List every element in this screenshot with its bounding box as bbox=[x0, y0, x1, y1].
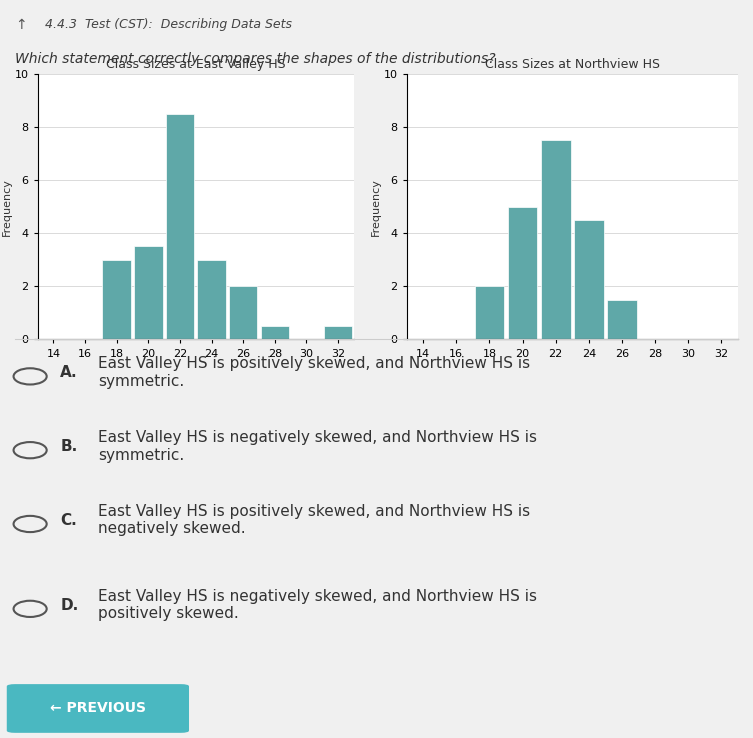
Title: Class Sizes at Northview HS: Class Sizes at Northview HS bbox=[485, 58, 660, 72]
Bar bbox=[324, 326, 352, 339]
Bar bbox=[261, 326, 289, 339]
Text: ← PREVIOUS: ← PREVIOUS bbox=[50, 702, 146, 715]
Bar bbox=[508, 207, 538, 339]
Bar bbox=[134, 246, 163, 339]
Bar bbox=[541, 140, 571, 339]
Bar bbox=[166, 114, 194, 339]
Bar bbox=[197, 260, 226, 339]
Text: East Valley HS is positively skewed, and Northview HS is
symmetric.: East Valley HS is positively skewed, and… bbox=[98, 356, 530, 389]
Bar bbox=[229, 286, 258, 339]
Text: East Valley HS is positively skewed, and Northview HS is
negatively skewed.: East Valley HS is positively skewed, and… bbox=[98, 504, 530, 537]
Text: C.: C. bbox=[60, 513, 77, 528]
Text: 4.4.3  Test (CST):  Describing Data Sets: 4.4.3 Test (CST): Describing Data Sets bbox=[45, 18, 292, 32]
Bar bbox=[574, 220, 604, 339]
Bar bbox=[607, 300, 637, 339]
FancyBboxPatch shape bbox=[7, 684, 189, 733]
Text: Which statement correctly compares the shapes of the distributions?: Which statement correctly compares the s… bbox=[15, 52, 495, 66]
Y-axis label: Frequency: Frequency bbox=[2, 178, 12, 235]
Bar bbox=[102, 260, 131, 339]
Text: East Valley HS is negatively skewed, and Northview HS is
positively skewed.: East Valley HS is negatively skewed, and… bbox=[98, 589, 537, 621]
Title: Class Sizes at East Valley HS: Class Sizes at East Valley HS bbox=[106, 58, 285, 72]
Y-axis label: Frequency: Frequency bbox=[370, 178, 381, 235]
Text: ↑: ↑ bbox=[15, 18, 26, 32]
Bar bbox=[474, 286, 505, 339]
Text: East Valley HS is negatively skewed, and Northview HS is
symmetric.: East Valley HS is negatively skewed, and… bbox=[98, 430, 537, 463]
Text: B.: B. bbox=[60, 439, 78, 454]
Text: D.: D. bbox=[60, 598, 78, 613]
Text: A.: A. bbox=[60, 365, 78, 380]
